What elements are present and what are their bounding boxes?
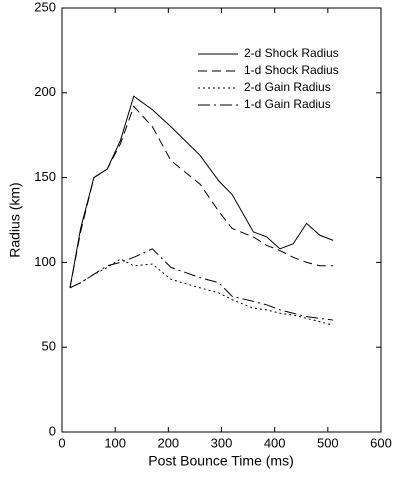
legend-label: 1-d Gain Radius [244,97,331,111]
x-tick-label: 100 [104,435,126,450]
x-tick-label: 400 [264,435,286,450]
y-tick-label: 150 [34,169,56,184]
y-tick-label: 250 [34,0,56,14]
legend-label: 2-d Shock Radius [244,46,339,60]
series-line [69,105,334,288]
series-line [69,258,334,326]
legend-label: 1-d Shock Radius [244,63,339,77]
y-tick-label: 100 [34,254,56,269]
series-line [69,248,334,321]
y-tick-label: 0 [49,423,56,438]
y-axis-label: Radius (km) [7,182,23,257]
x-tick-label: 500 [317,435,339,450]
x-tick-label: 600 [370,435,392,450]
x-tick-label: 300 [211,435,233,450]
y-tick-label: 50 [42,339,56,354]
series-line [69,95,334,288]
legend-label: 2-d Gain Radius [244,80,331,94]
x-axis-label: Post Bounce Time (ms) [148,453,294,469]
y-tick-label: 200 [34,84,56,99]
x-tick-label: 0 [58,435,65,450]
x-tick-label: 200 [157,435,179,450]
